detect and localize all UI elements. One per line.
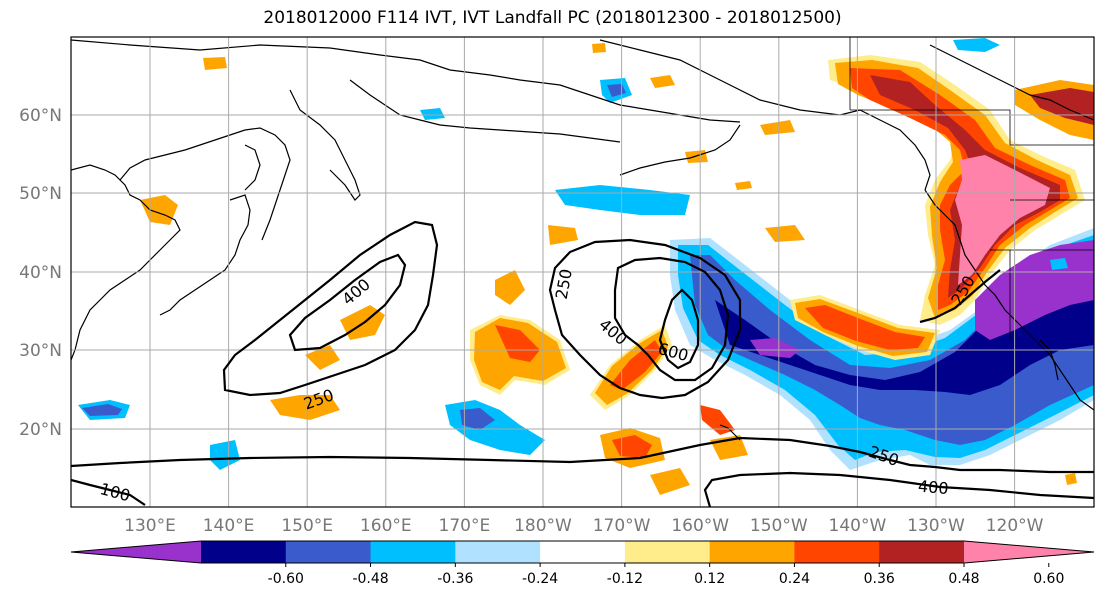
colorbar-tick-label: -0.48 — [352, 571, 388, 587]
colorbar-tick-label: -0.12 — [607, 571, 643, 587]
lon-label: 130°E — [124, 516, 176, 536]
colorbar-tick-label: 0.24 — [779, 571, 810, 587]
positive-region-small — [760, 120, 795, 135]
contour-250-west — [222, 220, 439, 397]
lon-label: 140°W — [829, 516, 887, 536]
negative-region-small — [82, 404, 122, 416]
lat-label: 60°N — [19, 106, 62, 126]
colorbar-segment — [794, 541, 880, 563]
lon-label: 170°E — [439, 516, 491, 536]
lon-label: 170°W — [593, 516, 651, 536]
colorbar-tick-label: 0.48 — [948, 571, 979, 587]
contour-400-south — [703, 471, 1094, 507]
lat-label: 50°N — [19, 184, 62, 204]
colorbar-segment — [285, 541, 372, 563]
colorbar-tick-label: 0.60 — [1033, 571, 1064, 587]
negative-region-central-arc — [715, 250, 1094, 395]
positive-region-west — [305, 345, 340, 370]
positive-region-small — [592, 43, 606, 53]
positive-region-small — [548, 225, 578, 245]
colorbar-segment — [964, 541, 1094, 563]
positive-region-small — [765, 225, 805, 242]
colorbar-tick-label: -0.60 — [268, 571, 304, 587]
contour-100-sw — [71, 478, 146, 506]
positive-region-small — [1065, 473, 1077, 485]
positive-region-small — [650, 468, 690, 495]
colorbar-tick-label: -0.24 — [522, 571, 558, 587]
positive-region-small — [735, 181, 752, 190]
contour-400-central — [613, 256, 730, 382]
negative-region-small — [1050, 258, 1068, 270]
coastlines — [71, 39, 1094, 441]
colorbar-segment — [370, 541, 456, 563]
contour-600-central — [658, 288, 700, 370]
contour-250-ne — [919, 269, 1001, 324]
contour-250-south — [71, 436, 1094, 474]
negative-region-small — [210, 440, 240, 470]
positive-region-west — [270, 395, 340, 420]
ivt-contours — [71, 220, 1094, 507]
negative-region-central-arc — [690, 245, 1094, 445]
negative-region-small — [420, 108, 445, 120]
positive-region-nw-america — [955, 155, 1050, 285]
lon-label: 120°W — [986, 516, 1044, 536]
positive-region-small — [495, 270, 525, 305]
contour-250-central — [548, 238, 742, 400]
colorbar-segment — [455, 541, 541, 563]
lon-label: 150°E — [281, 516, 333, 536]
lon-label: 160°W — [671, 516, 729, 536]
colorbar-segment — [540, 541, 626, 563]
negative-region-central-arc — [750, 338, 800, 358]
lat-label: 40°N — [19, 263, 62, 283]
lat-label: 30°N — [19, 341, 62, 361]
colorbar-segment — [71, 541, 201, 563]
map-frame — [70, 36, 1095, 508]
colorbar-ticks: -0.60 -0.48 -0.36 -0.24 -0.12 0.12 0.24 0.36 0.4… — [268, 563, 1064, 587]
colorbar-tick-label: -0.36 — [437, 571, 473, 587]
contour-label: 400 — [917, 477, 949, 499]
colorbar-segment — [879, 541, 965, 563]
longitude-labels: 130°E 140°E 150°E 160°E 170°E 180°W 170°W 160°W… — [124, 516, 1044, 536]
positive-region-streak — [805, 305, 925, 350]
positive-region-small — [650, 75, 675, 88]
lon-label: 140°E — [203, 516, 255, 536]
latitude-labels: 60°N 50°N 40°N 30°N 20°N — [19, 106, 62, 440]
map-title: 2018012000 F114 IVT, IVT Landfall PC (20… — [263, 8, 842, 28]
colorbar-segment — [709, 541, 795, 563]
ivt-fill-layer — [78, 38, 1094, 495]
lon-label: 150°W — [750, 516, 808, 536]
colorbar-segment — [624, 541, 711, 563]
colorbar-tick-label: 0.12 — [694, 571, 725, 587]
negative-region-small — [460, 408, 495, 430]
colorbar-segment — [201, 541, 287, 563]
lat-label: 20°N — [19, 420, 62, 440]
negative-region-small — [953, 38, 1000, 52]
lon-label: 160°E — [360, 516, 412, 536]
lon-label: 130°W — [907, 516, 965, 536]
gridlines — [71, 37, 1094, 507]
contour-400-west — [288, 253, 407, 352]
colorbar-tick-label: 0.36 — [864, 571, 895, 587]
positive-region-center-jet — [610, 340, 662, 390]
positive-region-central — [495, 325, 540, 362]
positive-region-small — [203, 57, 227, 70]
colorbar — [70, 540, 1095, 564]
borders — [849, 37, 1094, 340]
colorbar-outline — [70, 540, 1095, 564]
lon-label: 180°W — [514, 516, 572, 536]
